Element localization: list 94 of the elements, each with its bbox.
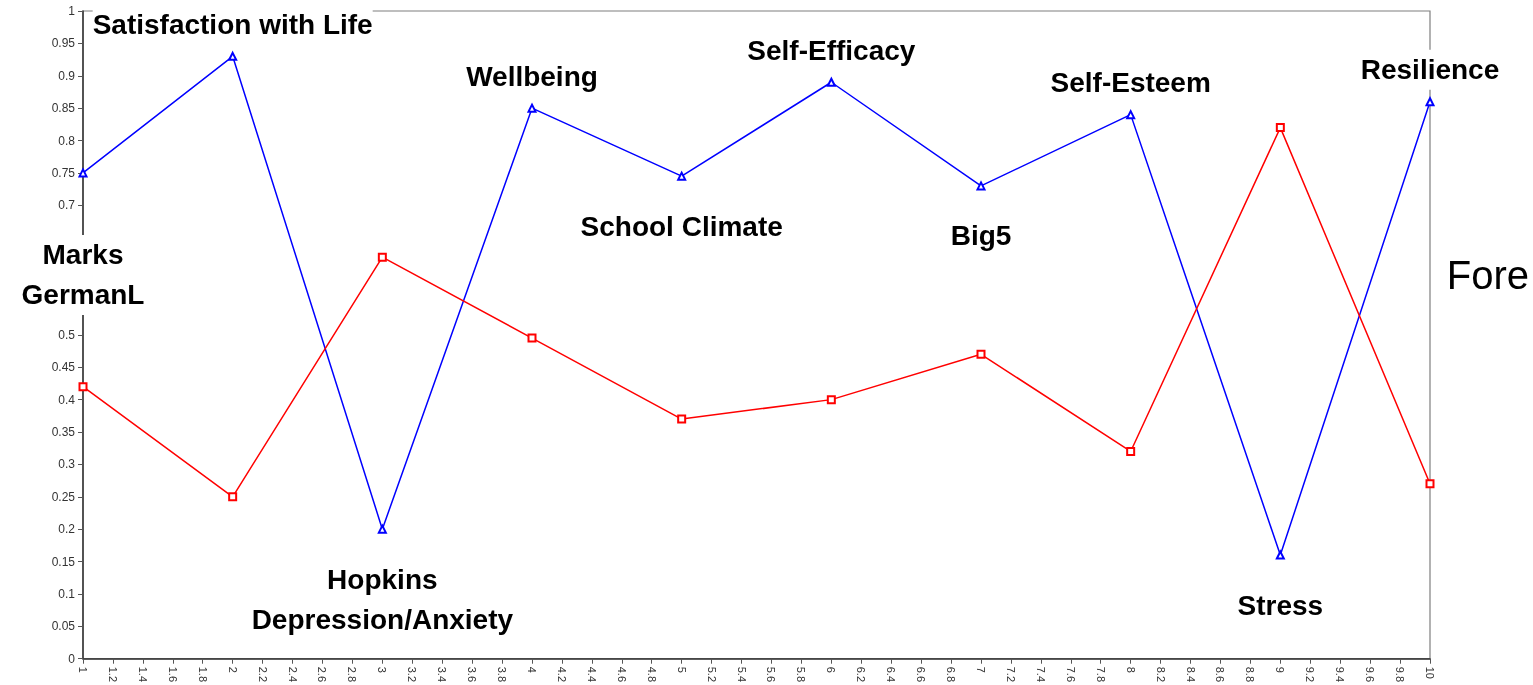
point (1425, 97, 1435, 107)
x-tick-label: 9 (1274, 666, 1287, 673)
x-tick-label: 6 (825, 666, 838, 673)
x-tick-label: 4.8 (645, 666, 658, 683)
x-tick-label: 6.2 (855, 666, 868, 683)
x-tick-label: 8.8 (1244, 666, 1257, 683)
x-tick-label: 9.8 (1394, 666, 1407, 683)
point (826, 77, 836, 87)
x-tick-label: 7.6 (1064, 666, 1077, 683)
x-tick-label: 2.8 (346, 666, 359, 683)
point (527, 333, 537, 343)
annotation: Self-Esteem (1050, 67, 1211, 99)
point (228, 492, 238, 502)
x-tick-label: 8.4 (1184, 666, 1197, 683)
x-tick-label: 4.6 (615, 666, 628, 683)
y-tick-label: 0.7 (58, 198, 76, 213)
y-tick-label: 0 (68, 651, 76, 666)
point (228, 51, 238, 61)
y-tick-label: 0.45 (51, 360, 76, 375)
x-tick-label: 4.2 (555, 666, 568, 683)
point (1425, 479, 1435, 489)
y-tick-label: 0.35 (51, 425, 76, 440)
annotation: Resilience (1360, 54, 1500, 86)
x-tick-label: 5 (675, 666, 688, 673)
y-tick-label: 0.85 (51, 101, 76, 116)
x-tick-label: 7.8 (1094, 666, 1107, 683)
x-tick-label: 2.2 (256, 666, 269, 683)
x-tick-label: 1.6 (166, 666, 179, 683)
x-tick-label: 2.4 (286, 666, 299, 683)
x-tick-label: 5.6 (765, 666, 778, 683)
point (1126, 110, 1136, 120)
x-tick-label: 3 (376, 666, 389, 673)
x-tick-label: 6.4 (885, 666, 898, 683)
x-tick-label: 1 (77, 666, 89, 673)
y-tick-label: 0.9 (58, 68, 76, 83)
x-tick-label: 5.8 (795, 666, 808, 683)
y-tick-label: 0.95 (51, 36, 76, 51)
x-tick-label: 10 (1424, 666, 1436, 679)
x-tick-label: 3.2 (406, 666, 419, 683)
y-tick-label: 0.2 (58, 522, 76, 537)
x-tick-label: 7 (975, 666, 987, 673)
annotation: Self-Efficacy (747, 34, 916, 66)
point (976, 349, 986, 359)
x-tick-label: 9.6 (1364, 666, 1377, 683)
point (677, 171, 687, 181)
annotation: Big5 (950, 220, 1012, 252)
y-tick-label: 0.4 (58, 392, 76, 407)
y-tick-label: 0.75 (51, 165, 76, 180)
x-tick-label: 9.2 (1304, 666, 1317, 683)
point (527, 103, 537, 113)
annotation: Hopkins Depression/Anxiety (251, 563, 514, 635)
x-tick-label: 6.6 (915, 666, 928, 683)
x-tick-label: 2.6 (316, 666, 329, 683)
x-tick-label: 3.6 (466, 666, 479, 683)
point (377, 524, 387, 534)
x-tick-label: 1.4 (136, 666, 149, 683)
point (1275, 123, 1285, 133)
x-tick-label: 3.4 (436, 666, 449, 683)
point (1275, 550, 1285, 560)
x-tick-label: 9.4 (1334, 666, 1347, 683)
y-tick-label: 1 (68, 4, 76, 18)
point (826, 395, 836, 405)
x-tick-label: 1.2 (106, 666, 119, 683)
x-tick-label: 3.8 (496, 666, 509, 683)
y-tick-label: 0.05 (51, 619, 76, 634)
x-tick-label: 2 (226, 666, 239, 673)
annotation: Marks GermanL (21, 239, 145, 311)
annotation: School Climate (580, 210, 783, 242)
x-tick-label: 8.6 (1214, 666, 1227, 683)
annotation: Wellbeing (466, 60, 598, 92)
point (78, 382, 88, 392)
x-tick-label: 4.4 (585, 666, 598, 683)
x-tick-label: 7.2 (1004, 666, 1017, 683)
y-tick-label: 0.5 (58, 327, 76, 342)
x-tick-label: 7.4 (1034, 666, 1047, 683)
x-tick-label: 4 (526, 666, 538, 673)
y-tick-label: 0.1 (58, 586, 76, 601)
point (377, 252, 387, 262)
y-tick-label: 0.25 (51, 489, 76, 504)
y-tick-label: 0.8 (58, 133, 76, 148)
x-tick-label: 6.8 (945, 666, 958, 683)
x-tick-label: 8.2 (1154, 666, 1167, 683)
point (677, 414, 687, 424)
point (1126, 446, 1136, 456)
annotation: Satisfaction with Life (92, 8, 373, 40)
x-tick-label: 8 (1124, 666, 1137, 673)
point (976, 181, 986, 191)
y-tick-label: 0.3 (58, 457, 76, 472)
x-tick-label: 1.8 (196, 666, 209, 683)
x-tick-label: 5.4 (735, 666, 748, 683)
x-tick-label: 5.2 (705, 666, 718, 683)
text: Fore (1446, 253, 1529, 297)
annotation: Stress (1237, 589, 1324, 621)
y-tick-label: 0.15 (51, 554, 76, 569)
